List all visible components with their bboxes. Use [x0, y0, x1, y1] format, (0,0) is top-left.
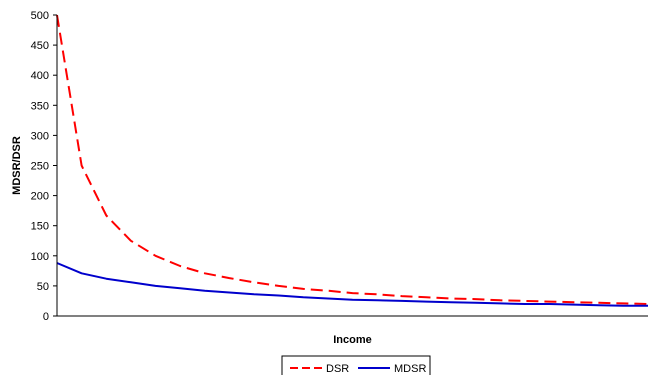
- y-tick-label: 0: [43, 311, 49, 323]
- y-tick-label: 400: [31, 70, 49, 82]
- y-axis-title: MDSR/DSR: [11, 136, 23, 195]
- y-tick-label: 50: [37, 281, 49, 293]
- legend-box: [281, 355, 431, 375]
- y-tick-label: 250: [31, 161, 49, 173]
- legend: DSR MDSR: [281, 355, 431, 375]
- series-line-mdsr: [56, 262, 648, 307]
- legend-label-mdsr: MDSR: [394, 363, 426, 375]
- y-tick-label: 500: [31, 10, 49, 22]
- y-tick-label: 150: [31, 221, 49, 233]
- legend-label-dsr: DSR: [326, 363, 349, 375]
- y-tick-label: 100: [31, 251, 49, 263]
- series-line-dsr: [56, 14, 649, 305]
- y-tick-label: 350: [31, 100, 49, 112]
- y-tick-label: 300: [31, 130, 49, 142]
- y-tick-label: 200: [31, 191, 49, 203]
- y-axis-ticks: 0 50 100 150 200 250 300 350 400 450 500: [31, 10, 57, 323]
- series-layer: [56, 14, 649, 307]
- y-tick-label: 450: [31, 40, 49, 52]
- x-axis-title: Income: [333, 334, 372, 346]
